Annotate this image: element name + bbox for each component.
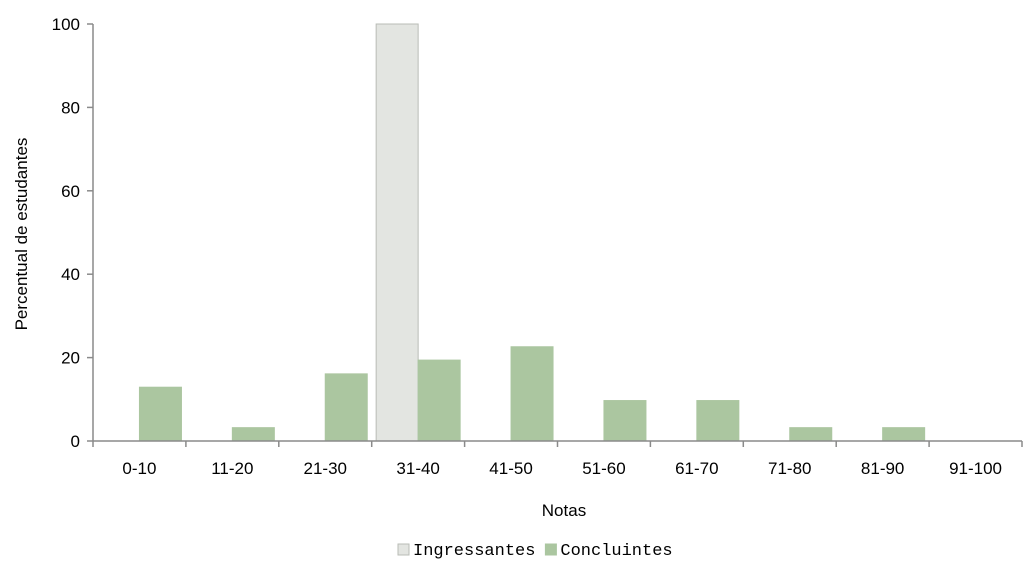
x-tick-label: 11-20 — [211, 459, 253, 478]
bar-concluintes-51-60 — [603, 400, 647, 442]
bar-concluintes-0-10 — [138, 386, 182, 442]
legend-label-concluintes: Concluintes — [560, 542, 672, 561]
y-tick-label: 100 — [52, 15, 80, 34]
x-tick-label: 31-40 — [396, 459, 439, 478]
bars-layer — [138, 23, 926, 442]
y-tick-label: 40 — [61, 265, 80, 284]
x-axis-title: Notas — [542, 501, 586, 520]
bar-concluintes-31-40 — [417, 359, 461, 442]
legend: Ingressantes Concluintes — [397, 542, 673, 561]
bar-concluintes-41-50 — [510, 346, 554, 442]
bar-concluintes-71-80 — [789, 427, 833, 442]
legend-swatch-ingressantes — [397, 543, 410, 556]
x-tick-label: 71-80 — [768, 459, 811, 478]
x-tick-label: 61-70 — [675, 459, 718, 478]
bar-concluintes-11-20 — [231, 427, 275, 442]
y-axis-title: Percentual de estudantes — [12, 138, 31, 331]
x-tick-label: 91-100 — [949, 459, 1002, 478]
x-tick-label: 21-30 — [304, 459, 347, 478]
y-tick-label: 60 — [61, 182, 80, 201]
bar-concluintes-21-30 — [324, 373, 368, 442]
bar-concluintes-81-90 — [882, 427, 926, 442]
x-tick-label: 41-50 — [489, 459, 532, 478]
labels-layer: 0 20 40 60 80 100 0-10 11-20 21-30 31-40 41-50 51-6… — [52, 15, 1002, 478]
y-tick-label: 0 — [71, 432, 80, 451]
y-tick-label: 80 — [61, 98, 80, 117]
bar-concluintes-61-70 — [696, 400, 740, 442]
legend-label-ingressantes: Ingressantes — [413, 542, 535, 561]
x-tick-label: 51-60 — [582, 459, 625, 478]
bar-ingressantes-31-40 — [375, 23, 419, 442]
x-tick-label: 0-10 — [122, 459, 156, 478]
y-tick-label: 20 — [61, 349, 80, 368]
legend-swatch-concluintes — [544, 543, 557, 556]
x-tick-label: 81-90 — [861, 459, 904, 478]
axes-layer — [87, 23, 1023, 447]
